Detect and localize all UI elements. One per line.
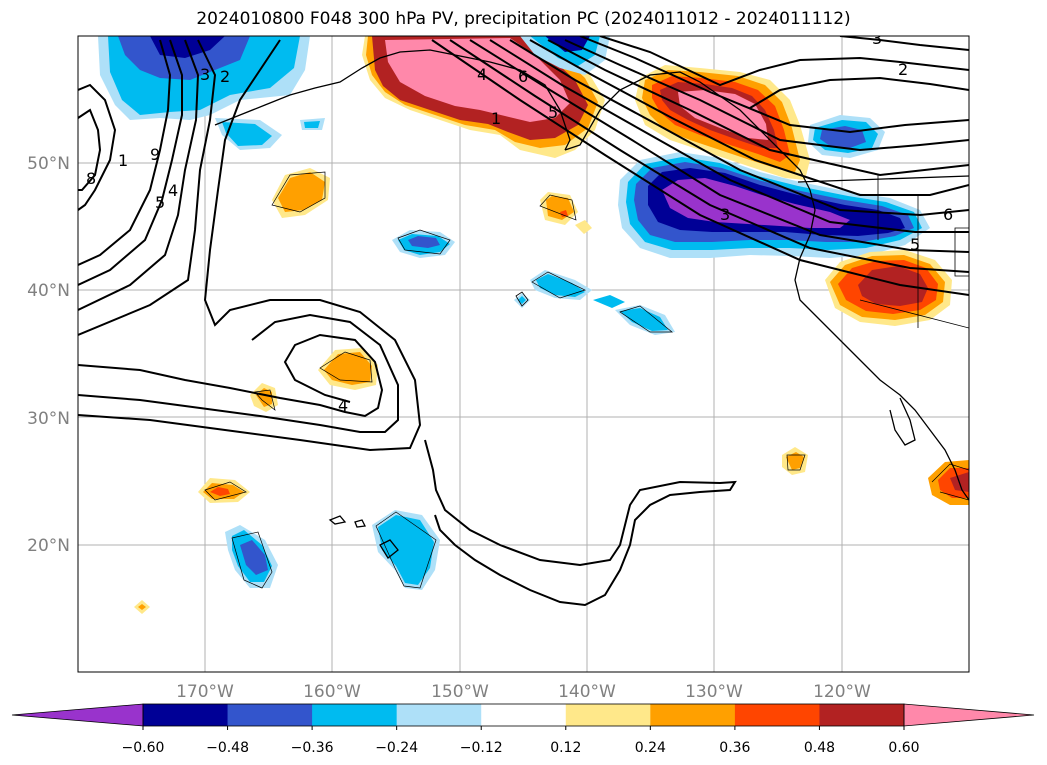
colorbar-tick-label: −0.24 <box>375 740 418 756</box>
coastlines <box>204 49 969 589</box>
contour-label: 1 <box>491 109 501 128</box>
colorbar-tick-label: −0.48 <box>206 740 249 756</box>
contour-label: 6 <box>518 67 528 86</box>
colorbar-tick-label: −0.60 <box>122 740 165 756</box>
colorbar-tick-label: 0.36 <box>719 740 750 756</box>
colorbar-tick-label: −0.36 <box>291 740 334 756</box>
lon-tick-label: 130°W <box>685 682 743 702</box>
colorbar-segment <box>227 704 313 726</box>
colorbar-tick-label: −0.12 <box>460 740 503 756</box>
map-area: 3 2 4 6 1 5 3 6 5 3 2 1 9 8 5 4 4 <box>78 29 969 672</box>
colorbar-frame <box>142 703 905 727</box>
contour-label: 3 <box>872 29 882 48</box>
lon-tick-label: 120°W <box>813 682 871 702</box>
lon-tick-label: 150°W <box>431 682 489 702</box>
contour-label: 3 <box>200 65 210 84</box>
contour-label: 8 <box>86 169 96 188</box>
colorbar-extend-high <box>903 703 1035 727</box>
contour-labels: 3 2 4 6 1 5 3 6 5 3 2 1 9 8 5 4 4 <box>86 29 953 415</box>
contour-label: 4 <box>338 396 348 415</box>
colorbar-tick-label: 0.24 <box>635 740 666 756</box>
contour-label: 6 <box>943 205 953 224</box>
lat-tick-label: 50°N <box>27 154 70 174</box>
contour-label: 4 <box>168 181 178 200</box>
colorbar-segment <box>819 704 905 726</box>
contour-label: 2 <box>220 67 230 86</box>
colorbar-segment <box>481 704 567 726</box>
colorbar-segment <box>143 704 229 726</box>
colorbar-segment <box>396 704 482 726</box>
contour-label: 5 <box>548 103 558 122</box>
contour-label: 9 <box>150 145 160 164</box>
lon-tick-labels: 170°W 160°W 150°W 140°W 130°W 120°W <box>176 682 871 702</box>
map-title: 2024010800 F048 300 hPa PV, precipitatio… <box>196 9 851 29</box>
colorbar-segment <box>734 704 820 726</box>
lat-tick-label: 40°N <box>27 281 70 301</box>
lon-tick-label: 140°W <box>558 682 616 702</box>
lat-tick-label: 30°N <box>27 409 70 429</box>
colorbar-segment <box>650 704 736 726</box>
contour-label: 5 <box>155 193 165 212</box>
lon-tick-label: 160°W <box>303 682 361 702</box>
contour-label: 1 <box>118 151 128 170</box>
contour-label: 5 <box>910 235 920 254</box>
colorbar-tick-label: 0.12 <box>550 740 581 756</box>
contour-label: 4 <box>477 65 487 84</box>
lat-tick-labels: 20°N 30°N 40°N 50°N <box>27 154 70 556</box>
map-frame <box>77 35 970 673</box>
colorbar-tick-label: 0.48 <box>804 740 835 756</box>
precip-fields <box>98 36 969 614</box>
colorbar-segment <box>565 704 651 726</box>
colorbar: −0.60 −0.48 −0.36 −0.24 −0.12 0.12 0.24 0.36 0.4… <box>11 703 1035 756</box>
colorbar-extend-low <box>11 703 144 727</box>
gridlines <box>78 36 969 672</box>
lon-tick-label: 170°W <box>176 682 234 702</box>
pv-contours <box>78 36 969 607</box>
contour-label: 2 <box>898 60 908 79</box>
lat-tick-label: 20°N <box>27 536 70 556</box>
colorbar-segment <box>312 704 398 726</box>
colorbar-tick-label: 0.60 <box>888 740 919 756</box>
contour-label: 3 <box>720 205 730 224</box>
